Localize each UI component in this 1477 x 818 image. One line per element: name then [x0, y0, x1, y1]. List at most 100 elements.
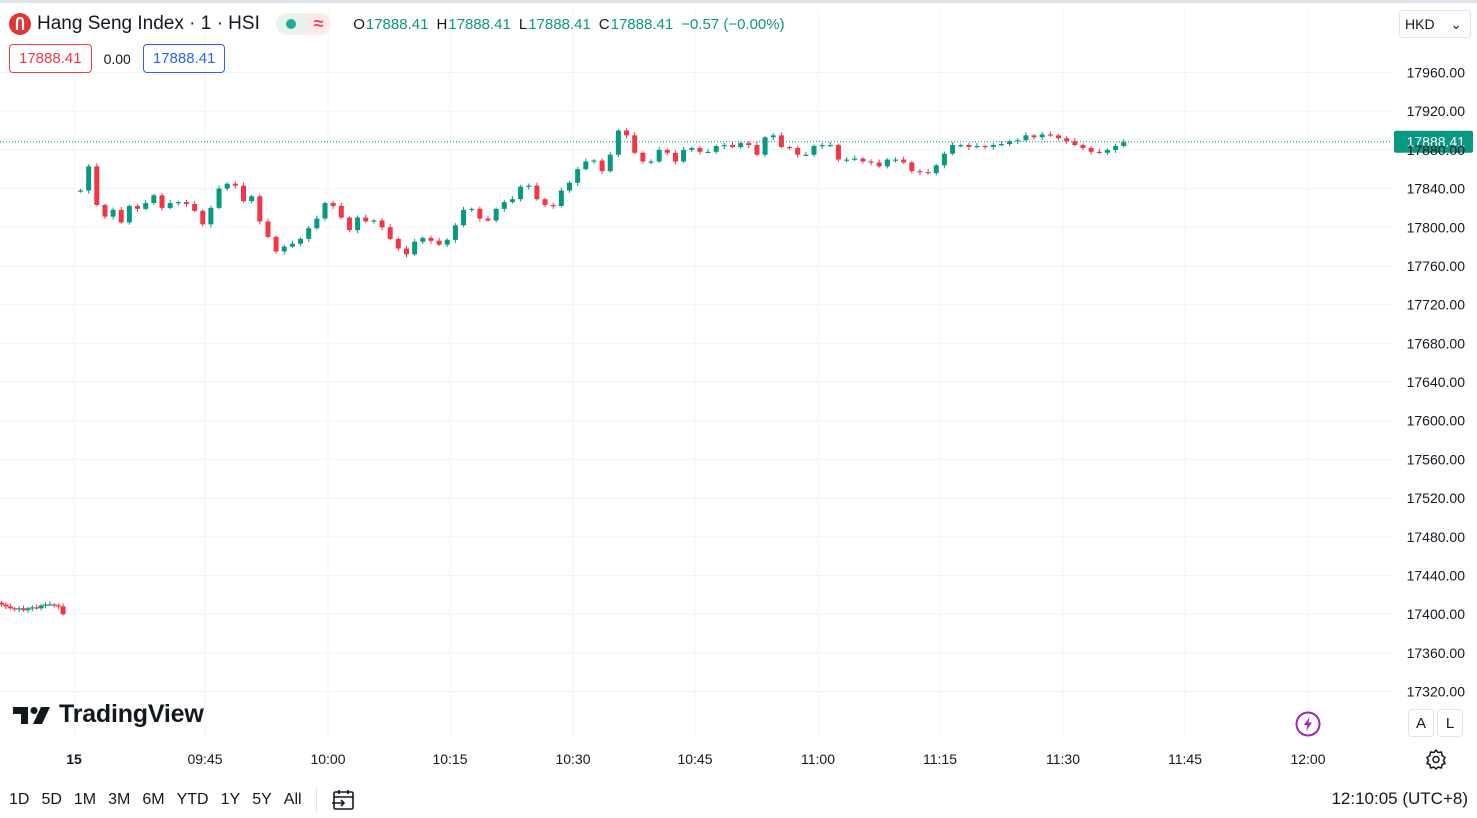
candle[interactable]	[705, 148, 711, 154]
candle[interactable]	[558, 187, 564, 208]
candle[interactable]	[314, 215, 320, 230]
candle[interactable]	[444, 238, 450, 247]
candle[interactable]	[1064, 136, 1070, 145]
candle[interactable]	[78, 189, 83, 193]
candle[interactable]	[216, 185, 222, 210]
candle[interactable]	[249, 194, 255, 204]
timeframe-all[interactable]: All	[283, 791, 302, 808]
candle[interactable]	[1056, 133, 1061, 141]
buy-button[interactable]: 17888.41	[142, 44, 226, 73]
candle[interactable]	[281, 244, 287, 255]
candle[interactable]	[770, 133, 776, 141]
candle[interactable]	[60, 603, 66, 616]
candle[interactable]	[1007, 139, 1013, 147]
candle[interactable]	[591, 159, 597, 164]
timeframe-ytd[interactable]: YTD	[176, 791, 209, 808]
candle[interactable]	[143, 200, 149, 211]
candle[interactable]	[624, 128, 630, 139]
candle[interactable]	[1113, 143, 1119, 153]
candle[interactable]	[958, 143, 964, 148]
candle[interactable]	[110, 207, 116, 220]
candle[interactable]	[3, 602, 9, 610]
candle[interactable]	[257, 194, 263, 225]
candle[interactable]	[338, 202, 344, 220]
candle[interactable]	[224, 182, 230, 191]
timeframe-5d[interactable]: 5D	[41, 791, 62, 808]
session-clock[interactable]: 12:10:05 (UTC+8)	[1331, 789, 1468, 808]
candle[interactable]	[925, 169, 931, 175]
candle[interactable]	[607, 151, 613, 173]
candle[interactable]	[884, 158, 890, 169]
candle[interactable]	[526, 183, 532, 190]
price-axis[interactable]: 17960.00 17920.00 17880.00 17840.00 17800.00…	[1407, 65, 1466, 700]
candle[interactable]	[436, 237, 442, 247]
candle[interactable]	[420, 236, 426, 244]
candle[interactable]	[730, 142, 735, 149]
candle[interactable]	[721, 142, 727, 150]
candle[interactable]	[575, 166, 581, 186]
candle[interactable]	[1039, 132, 1045, 141]
symbol-title[interactable]: Hang Seng Index · 1 · HSI	[37, 13, 260, 34]
candle[interactable]	[25, 606, 31, 613]
candle[interactable]	[974, 143, 980, 149]
symbol-legend[interactable]: Hang Seng Index · 1 · HSI ≈ O17888.41 H1…	[9, 12, 785, 36]
candle[interactable]	[306, 225, 312, 242]
candle[interactable]	[273, 235, 279, 254]
candle[interactable]	[713, 144, 719, 155]
candle[interactable]	[379, 218, 385, 231]
candle[interactable]	[998, 141, 1004, 147]
candle[interactable]	[43, 602, 48, 609]
candle[interactable]	[909, 160, 915, 174]
candle[interactable]	[868, 159, 874, 166]
candle[interactable]	[941, 151, 947, 169]
candle[interactable]	[795, 145, 801, 158]
timeframe-5y[interactable]: 5Y	[252, 791, 272, 808]
timeframe-1m[interactable]: 1M	[73, 791, 97, 808]
candle[interactable]	[754, 142, 760, 157]
candle[interactable]	[0, 601, 4, 607]
candle[interactable]	[21, 605, 26, 612]
candle[interactable]	[355, 215, 361, 234]
candle[interactable]	[501, 199, 507, 212]
market-status-pill[interactable]: ≈	[275, 13, 332, 35]
candle[interactable]	[34, 604, 40, 610]
candle[interactable]	[241, 182, 246, 203]
candle[interactable]	[697, 145, 703, 155]
candle[interactable]	[232, 181, 238, 189]
candle[interactable]	[1088, 145, 1094, 155]
candle[interactable]	[493, 207, 499, 223]
candle[interactable]	[811, 144, 817, 157]
candle[interactable]	[632, 132, 638, 155]
candle[interactable]	[1023, 132, 1029, 142]
candle[interactable]	[363, 214, 369, 223]
candle[interactable]	[1015, 137, 1021, 145]
candle[interactable]	[175, 200, 181, 206]
candle[interactable]	[933, 163, 939, 176]
candle[interactable]	[12, 606, 18, 612]
candle[interactable]	[672, 150, 678, 165]
candle[interactable]	[689, 146, 695, 153]
candle[interactable]	[762, 135, 768, 157]
candle[interactable]	[1096, 148, 1102, 155]
candle[interactable]	[893, 157, 898, 163]
candle[interactable]	[7, 603, 13, 610]
go-to-date-calendar-icon[interactable]	[331, 787, 357, 813]
gear-icon[interactable]	[1425, 748, 1447, 770]
candle[interactable]	[1031, 133, 1037, 140]
candle[interactable]	[51, 603, 57, 608]
candle[interactable]	[387, 224, 393, 241]
candle[interactable]	[917, 168, 923, 176]
candle[interactable]	[901, 156, 907, 164]
candle[interactable]	[982, 144, 988, 150]
candle[interactable]	[640, 151, 646, 164]
candle[interactable]	[192, 201, 198, 213]
candle[interactable]	[1080, 143, 1086, 151]
candle[interactable]	[787, 145, 793, 151]
candle[interactable]	[1121, 139, 1127, 148]
timeframe-6m[interactable]: 6M	[142, 791, 165, 808]
candle[interactable]	[509, 196, 515, 204]
candle[interactable]	[428, 235, 434, 244]
candle[interactable]	[844, 157, 850, 163]
candle[interactable]	[47, 601, 53, 606]
